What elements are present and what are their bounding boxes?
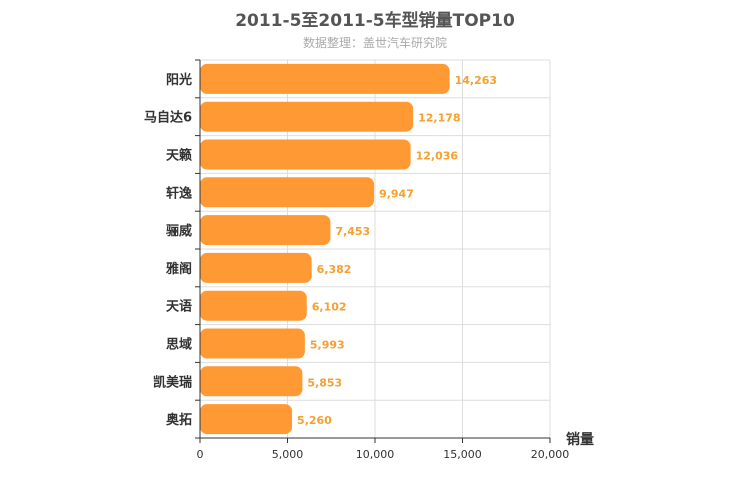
bar <box>200 177 375 208</box>
data-label: 12,036 <box>416 150 459 163</box>
chart-title: 2011-5至2011-5车型销量TOP10 <box>235 11 515 31</box>
data-label: 7,453 <box>335 225 370 238</box>
data-label: 6,102 <box>312 301 347 314</box>
category-label: 雅阁 <box>166 261 192 277</box>
category-label: 思域 <box>166 337 192 353</box>
data-label: 12,178 <box>418 112 460 125</box>
bar <box>200 252 312 283</box>
category-label: 天语 <box>166 300 192 315</box>
x-tick-label: 20,000 <box>531 448 570 461</box>
bar <box>200 366 303 397</box>
x-tick-label: 10,000 <box>356 448 395 461</box>
category-label: 骊威 <box>166 223 192 239</box>
chart-subtitle: 数据整理：盖世汽车研究院 <box>302 36 447 50</box>
x-tick-label: 0 <box>197 448 204 461</box>
bar <box>200 215 331 246</box>
x-tick-label: 15,000 <box>443 448 482 461</box>
category-label: 凯美瑞 <box>153 374 192 390</box>
category-label: 轩逸 <box>166 185 192 201</box>
category-label: 天籁 <box>166 148 192 164</box>
category-label: 奥拓 <box>166 412 192 428</box>
data-label: 6,382 <box>317 263 352 276</box>
bar <box>200 139 411 170</box>
data-label: 5,993 <box>310 339 345 352</box>
x-axis-title: 销量 <box>566 431 594 448</box>
category-label: 马自达6 <box>144 110 192 126</box>
bar <box>200 101 414 132</box>
data-label: 5,853 <box>307 376 342 389</box>
data-label: 5,260 <box>297 414 332 427</box>
bar <box>200 404 293 435</box>
bar-layer: 14,263 12,178 12,036 9,947 7,453 6,382 6,102 5,… <box>200 63 497 435</box>
data-label: 14,263 <box>455 74 497 87</box>
x-tick-label: 5,000 <box>272 448 304 461</box>
data-label: 9,947 <box>379 187 414 200</box>
bar <box>200 63 450 94</box>
category-label: 阳光 <box>166 72 192 88</box>
bar <box>200 290 307 321</box>
bar <box>200 328 305 359</box>
